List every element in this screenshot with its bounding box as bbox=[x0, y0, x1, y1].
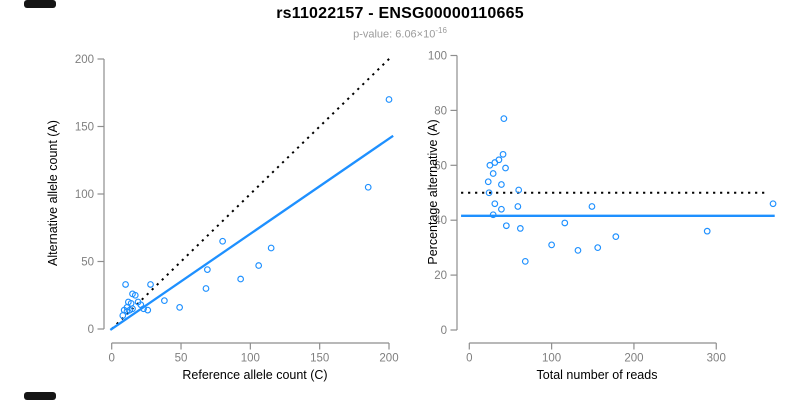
data-point bbox=[516, 225, 524, 232]
data-point bbox=[561, 219, 569, 227]
data-point bbox=[267, 244, 275, 252]
data-point bbox=[144, 306, 152, 314]
data-point bbox=[588, 203, 596, 210]
y-tick-label: 80 bbox=[434, 105, 447, 117]
data-point bbox=[131, 291, 139, 299]
y-tick-label: 60 bbox=[434, 160, 447, 172]
x-tick-label: 200 bbox=[379, 353, 398, 365]
data-point bbox=[486, 161, 494, 169]
x-tick-label: 100 bbox=[241, 353, 260, 365]
data-point bbox=[574, 247, 582, 254]
x-axis-title: Reference allele count (C) bbox=[182, 368, 327, 382]
data-point bbox=[703, 227, 711, 235]
data-point bbox=[122, 281, 129, 288]
data-point bbox=[499, 150, 507, 158]
data-point bbox=[485, 189, 493, 197]
figure-title: rs11022157 - ENSG00000110665 bbox=[276, 5, 524, 22]
y-tick-label: 20 bbox=[434, 270, 447, 282]
y-tick-label: 100 bbox=[75, 189, 94, 201]
x-tick-label: 100 bbox=[542, 353, 561, 365]
data-point bbox=[515, 186, 523, 194]
data-point bbox=[489, 170, 497, 177]
p-value-exponent: -16 bbox=[435, 26, 447, 35]
data-point bbox=[548, 241, 555, 249]
y-tick-label: 40 bbox=[434, 215, 447, 227]
data-point bbox=[594, 244, 602, 252]
x-tick-label: 200 bbox=[624, 353, 643, 365]
data-point bbox=[491, 200, 499, 208]
x-axis-title: Total number of reads bbox=[537, 368, 658, 382]
data-point bbox=[129, 305, 136, 313]
y-axis-title: Alternative allele count (A) bbox=[46, 120, 60, 266]
y-axis-title: Percentage alternative (A) bbox=[426, 119, 440, 264]
data-point bbox=[521, 258, 529, 265]
y-tick-label: 150 bbox=[75, 122, 94, 134]
data-point bbox=[495, 156, 503, 164]
data-point bbox=[202, 285, 210, 292]
screen-corner-artifact-top bbox=[24, 0, 56, 8]
data-point bbox=[489, 211, 497, 219]
data-point bbox=[500, 115, 508, 123]
data-point bbox=[147, 281, 154, 288]
data-point bbox=[502, 164, 509, 172]
x-tick-label: 150 bbox=[310, 353, 329, 365]
identity-line bbox=[111, 56, 392, 330]
y-tick-label: 0 bbox=[441, 325, 447, 337]
data-point bbox=[498, 205, 505, 213]
data-point bbox=[612, 233, 620, 241]
data-point bbox=[140, 305, 147, 313]
y-tick-label: 200 bbox=[75, 54, 94, 66]
data-point bbox=[161, 297, 168, 305]
data-point bbox=[255, 262, 263, 269]
data-point bbox=[514, 203, 522, 210]
regression-line bbox=[109, 134, 394, 331]
x-tick-label: 0 bbox=[466, 353, 472, 365]
data-point bbox=[385, 96, 393, 103]
data-point bbox=[769, 200, 777, 208]
data-point bbox=[219, 237, 226, 245]
data-point bbox=[237, 275, 245, 283]
data-point bbox=[498, 181, 505, 188]
x-tick-label: 300 bbox=[707, 353, 726, 365]
data-point bbox=[484, 178, 492, 186]
p-value-text: p-value: 6.06×10 bbox=[353, 28, 436, 41]
data-point bbox=[364, 183, 372, 191]
y-tick-label: 0 bbox=[88, 324, 94, 336]
y-tick-label: 100 bbox=[428, 51, 447, 63]
y-tick-label: 50 bbox=[81, 257, 94, 269]
x-tick-label: 0 bbox=[108, 353, 114, 365]
x-tick-label: 50 bbox=[175, 353, 188, 365]
figure-subtitle: p-value: 6.06×10-16 bbox=[0, 26, 800, 41]
data-point bbox=[502, 222, 510, 230]
data-point bbox=[176, 304, 184, 311]
screen-corner-artifact-bottom bbox=[24, 392, 56, 400]
data-point bbox=[203, 266, 211, 273]
